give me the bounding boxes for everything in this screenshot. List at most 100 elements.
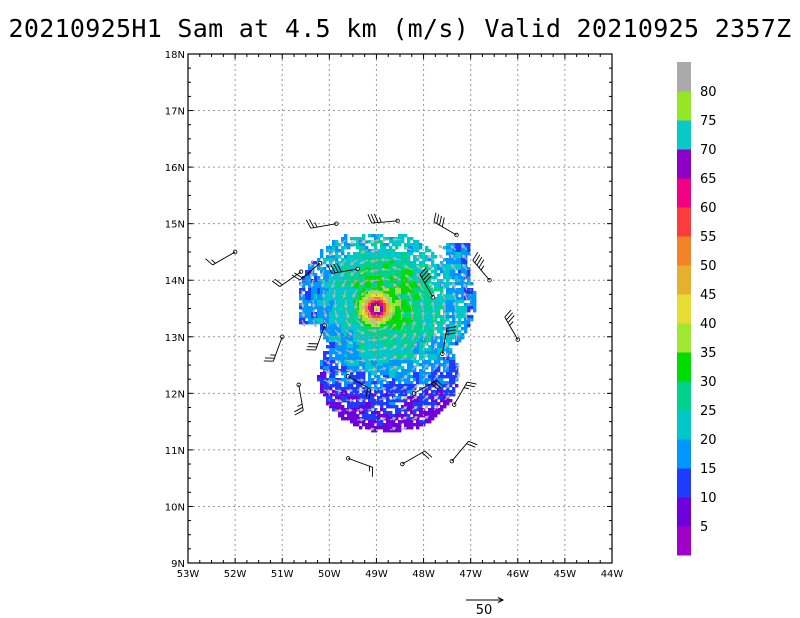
wind-speed-cell (422, 285, 426, 289)
wind-speed-cell (335, 366, 339, 370)
wind-vector-head (392, 427, 397, 431)
wind-speed-cell (398, 237, 402, 241)
wind-speed-cell (320, 270, 324, 274)
wind-speed-cell (347, 243, 351, 247)
wind-speed-cell (452, 390, 456, 394)
wind-speed-cell (392, 285, 396, 289)
wind-speed-cell (386, 393, 390, 397)
wind-vector (422, 342, 428, 351)
wind-vector-head (434, 373, 439, 378)
wind-speed-cell (353, 414, 357, 418)
wind-speed-cell (464, 318, 468, 322)
wind-speed-cell (329, 354, 333, 358)
wind-speed-cell (389, 249, 393, 253)
wind-speed-cell (332, 333, 336, 337)
wind-speed-cell (407, 261, 411, 265)
wind-speed-cell (374, 273, 378, 277)
wind-vector-head (461, 254, 466, 259)
wind-speed-cell (428, 417, 432, 421)
wind-speed-cell (344, 384, 348, 388)
wind-speed-cell (389, 288, 393, 292)
wind-speed-cell (314, 321, 318, 325)
wind-speed-cell (443, 282, 447, 286)
wind-speed-cell (395, 396, 399, 400)
wind-speed-cell (365, 297, 369, 301)
wind-speed-cell (398, 309, 402, 313)
wind-vector (345, 379, 353, 382)
wind-speed-cell (380, 300, 384, 304)
wind-speed-cell (449, 270, 453, 274)
wind-speed-cell (416, 426, 420, 430)
wind-speed-cell (302, 309, 306, 313)
wind-speed-cell (440, 270, 444, 274)
wind-speed-cell (446, 372, 450, 376)
wind-speed-cell (350, 276, 354, 280)
wind-speed-cell (401, 258, 405, 262)
wind-vector-head (453, 311, 458, 316)
wind-vector-head (345, 314, 350, 319)
wind-speed-cell (368, 426, 372, 430)
wind-speed-cell (329, 288, 333, 292)
wind-speed-cell (344, 285, 348, 289)
wind-speed-cell (335, 333, 339, 337)
wind-speed-cell (419, 378, 423, 382)
wind-speed-cell (398, 267, 402, 271)
wind-speed-cell (413, 264, 417, 268)
wind-speed-cell (455, 306, 459, 310)
wind-speed-cell (431, 282, 435, 286)
wind-speed-cell (380, 333, 384, 337)
wind-speed-cell (395, 405, 399, 409)
wind-barb-feather (446, 326, 457, 329)
wind-speed-cell (362, 246, 366, 250)
wind-speed-cell (350, 300, 354, 304)
wind-speed-cell (335, 297, 339, 301)
wind-speed-cell (383, 321, 387, 325)
wind-speed-cell (359, 351, 363, 355)
wind-speed-cell (461, 276, 465, 280)
wind-vector (340, 239, 347, 245)
wind-speed-cell (458, 282, 462, 286)
wind-speed-cell (425, 411, 429, 415)
wind-speed-cell (356, 255, 360, 259)
wind-speed-cell (341, 366, 345, 370)
wind-speed-cell (383, 267, 387, 271)
wind-speed-cell (416, 249, 420, 253)
wind-speed-cell (356, 270, 360, 274)
wind-vector (433, 321, 436, 331)
wind-speed-cell (455, 303, 459, 307)
wind-speed-cell (446, 267, 450, 271)
wind-speed-cell (437, 285, 441, 289)
wind-speed-cell (371, 396, 375, 400)
wind-speed-cell (383, 408, 387, 412)
wind-vector-head (421, 310, 425, 315)
wind-speed-cell (431, 315, 435, 319)
wind-speed-cell (350, 258, 354, 262)
wind-speed-cell (380, 321, 384, 325)
wind-vector (378, 336, 387, 341)
wind-speed-cell (341, 294, 345, 298)
wind-speed-cell (371, 399, 375, 403)
wind-speed-cell (338, 318, 342, 322)
wind-speed-cell (407, 324, 411, 328)
wind-speed-cell (311, 321, 315, 325)
wind-speed-cell (410, 303, 414, 307)
wind-speed-cell (350, 387, 354, 391)
wind-speed-cell (398, 357, 402, 361)
wind-barb (400, 450, 433, 467)
wind-speed-cell (323, 282, 327, 286)
wind-speed-cell (386, 327, 390, 331)
wind-speed-cell (455, 243, 459, 247)
wind-speed-cell (350, 336, 354, 340)
wind-barb-shaft (402, 450, 426, 465)
wind-speed-cell (332, 375, 336, 379)
wind-speed-cell (458, 309, 462, 313)
wind-speed-cell (443, 309, 447, 313)
wind-speed-cell (419, 321, 423, 325)
wind-barb-feather (368, 389, 372, 399)
wind-speed-cell (374, 420, 378, 424)
wind-speed-cell (332, 246, 336, 250)
wind-vector (360, 239, 369, 244)
wind-vector (400, 333, 407, 341)
wind-speed-cell (449, 303, 453, 307)
wind-vector (389, 323, 396, 331)
